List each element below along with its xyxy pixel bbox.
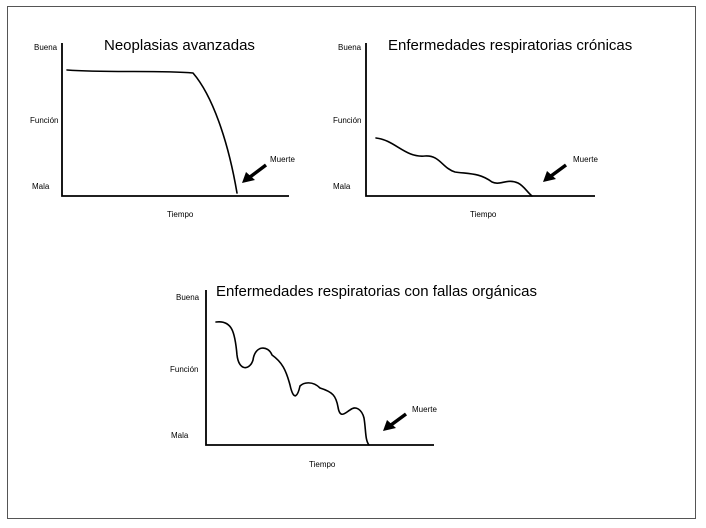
y-label-function: Función [333, 116, 361, 125]
panel-title: Neoplasias avanzadas [104, 37, 255, 54]
y-label-good: Buena [176, 293, 200, 302]
death-arrow-icon [242, 163, 268, 183]
function-trajectory [375, 137, 533, 197]
y-label-function: Función [170, 365, 198, 374]
y-label-bad: Mala [32, 182, 50, 191]
function-trajectory [66, 69, 238, 194]
panel-neoplasias: Neoplasias avanzadas Buena Función Mala … [30, 37, 295, 219]
diagram-frame [7, 6, 696, 519]
panel-fallas-organicas: Enfermedades respiratorias con fallas or… [170, 283, 537, 469]
y-label-bad: Mala [333, 182, 351, 191]
death-arrow-icon [383, 412, 408, 431]
axes [205, 290, 434, 446]
y-label-bad: Mala [171, 431, 189, 440]
axes [61, 43, 289, 197]
x-label-time: Tiempo [470, 210, 497, 219]
x-label-time: Tiempo [167, 210, 194, 219]
death-label: Muerte [412, 405, 437, 414]
panel-title: Enfermedades respiratorias crónicas [388, 37, 632, 54]
y-label-function: Función [30, 116, 58, 125]
death-arrow-icon [543, 163, 568, 182]
y-label-good: Buena [338, 43, 362, 52]
panel-title: Enfermedades respiratorias con fallas or… [216, 283, 537, 300]
panel-respiratorias-cronicas: Enfermedades respiratorias crónicas Buen… [333, 37, 632, 219]
function-trajectory [215, 321, 370, 446]
x-label-time: Tiempo [309, 460, 336, 469]
death-label: Muerte [270, 155, 295, 164]
axes [365, 43, 595, 197]
y-label-good: Buena [34, 43, 58, 52]
death-label: Muerte [573, 155, 598, 164]
